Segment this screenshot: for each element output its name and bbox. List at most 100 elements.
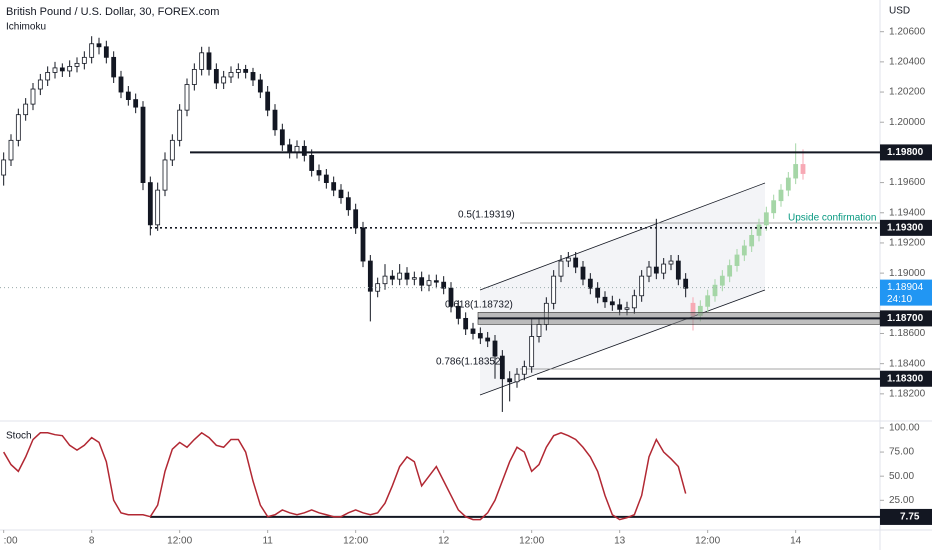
- candle-body: [389, 275, 395, 280]
- candle-body: [426, 280, 432, 286]
- candle-body: [301, 145, 307, 156]
- x-tick-label: 12:00: [167, 536, 192, 547]
- candle-body: [712, 284, 718, 297]
- candle-body: [411, 277, 417, 280]
- candle-body: [705, 295, 711, 307]
- level-label: 7.75: [900, 512, 920, 523]
- candle-body: [323, 174, 329, 183]
- candle-body: [243, 69, 249, 73]
- level-box: [880, 219, 932, 236]
- candle-body: [587, 278, 593, 289]
- x-tick-label: 12:00: [519, 536, 544, 547]
- candle-body: [595, 287, 601, 298]
- candle-body: [177, 109, 183, 141]
- candle-body: [463, 317, 469, 330]
- candle-body: [169, 139, 175, 161]
- x-tick-label: 14: [790, 536, 802, 547]
- candle-body: [37, 79, 43, 90]
- y-tick-label: 75.00: [889, 447, 914, 458]
- current-price-label: 1.18904: [887, 282, 924, 293]
- candle-body: [741, 245, 747, 256]
- candle-body: [15, 114, 21, 141]
- candle-body: [309, 155, 315, 171]
- candle-body: [265, 91, 271, 111]
- x-tick-label: 12:00: [695, 536, 720, 547]
- candle-body: [52, 67, 58, 73]
- x-tick-label: 12: [438, 536, 450, 547]
- candle-body: [734, 254, 740, 266]
- y-tick-label: 1.19400: [889, 207, 926, 218]
- candle-body: [653, 266, 659, 274]
- candle-body: [529, 336, 535, 368]
- indicator-label: Ichimoku: [6, 22, 46, 33]
- candle-body: [30, 88, 36, 105]
- y-tick-label: 50.00: [889, 471, 914, 482]
- candle-body: [756, 224, 762, 236]
- fib-label: 0.786(1.18352): [436, 357, 504, 368]
- candle-body: [67, 65, 73, 72]
- channel-upper: [479, 182, 766, 291]
- candle-body: [778, 189, 784, 202]
- candle-body: [646, 266, 652, 277]
- candle-body: [316, 170, 322, 176]
- candle-body: [338, 189, 344, 199]
- level-box: [880, 310, 932, 327]
- candle-body: [470, 328, 476, 334]
- y-tick-label: 1.18600: [889, 328, 926, 339]
- y-tick-label: 1.20200: [889, 87, 926, 98]
- candle-body: [573, 257, 579, 268]
- candle-body: [514, 373, 520, 383]
- y-tick-label: 100.00: [889, 423, 920, 434]
- level-box: [880, 144, 932, 161]
- candle-body: [675, 260, 681, 280]
- candle-body: [133, 99, 139, 108]
- candle-body: [609, 301, 615, 306]
- candle-body: [455, 305, 461, 319]
- candle-body: [191, 69, 197, 85]
- candle-body: [184, 84, 190, 111]
- candle-body: [683, 278, 689, 289]
- candle-body: [771, 200, 777, 214]
- y-tick-label: 1.20000: [889, 117, 926, 128]
- stoch-line: [3, 431, 687, 521]
- y-tick-label: 1.18200: [889, 388, 926, 399]
- candle-body: [404, 272, 410, 280]
- y-tick-label: 1.19200: [889, 238, 926, 249]
- candle-body: [580, 266, 586, 280]
- candle-body: [419, 277, 425, 286]
- candle-body: [23, 103, 29, 116]
- candle-body: [81, 56, 87, 64]
- candle-body: [45, 72, 51, 81]
- candle-body: [624, 307, 630, 310]
- candle-body: [448, 287, 454, 307]
- candle-body: [250, 72, 256, 81]
- candle-body: [719, 275, 725, 286]
- level-box: [880, 370, 932, 387]
- candle-body: [345, 197, 351, 211]
- candle-body: [96, 43, 102, 48]
- candle-body: [147, 182, 153, 226]
- current-price-box: [880, 279, 932, 306]
- candle-body: [617, 304, 623, 310]
- candle-body: [360, 227, 366, 262]
- candle-body: [206, 52, 212, 70]
- candle-body: [749, 234, 755, 247]
- candle-body: [125, 91, 131, 100]
- candle-body: [103, 46, 109, 58]
- candle-body: [668, 260, 674, 265]
- candle-body: [8, 139, 14, 161]
- candle-body: [785, 177, 791, 191]
- candle-body: [551, 275, 557, 304]
- y-tick-label: 1.20400: [889, 57, 926, 68]
- countdown-label: 24:10: [887, 294, 912, 305]
- candle-body: [492, 340, 498, 357]
- y-tick-label: 1.19600: [889, 177, 926, 188]
- candle-body: [485, 337, 491, 342]
- annotation: Upside confirmation: [788, 213, 876, 224]
- x-tick-label: 11: [262, 536, 273, 547]
- candle-body: [162, 159, 168, 191]
- level-box: [880, 508, 932, 525]
- candle-body: [279, 129, 285, 146]
- chart-title: British Pound / U.S. Dollar, 30, FOREX.c…: [6, 6, 219, 18]
